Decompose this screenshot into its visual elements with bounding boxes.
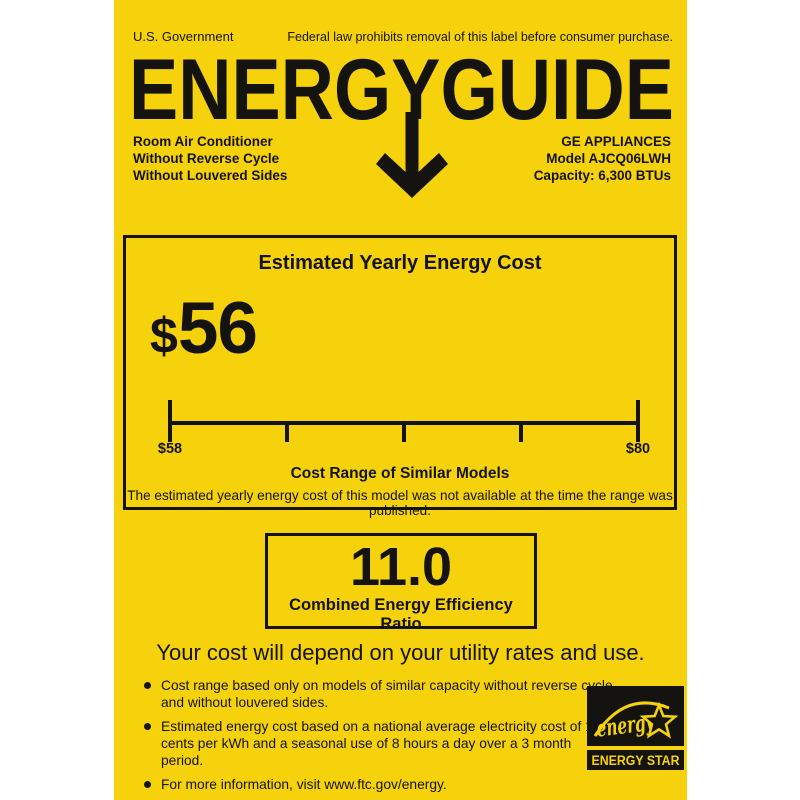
range-caption: Cost Range of Similar Models [290, 465, 510, 482]
energyguide-logo: ENERGYGUIDE [129, 46, 674, 128]
footnote-list: Cost range based only on models of simil… [144, 677, 614, 800]
header-row: U.S. Government Federal law prohibits re… [133, 29, 673, 44]
product-type-block: Room Air Conditioner Without Reverse Cyc… [133, 133, 287, 184]
bullet-icon [144, 682, 151, 689]
cost-range-scale [168, 400, 640, 442]
footnote-text: Estimated energy cost based on a nationa… [161, 719, 601, 768]
footnote-text: Cost range based only on models of simil… [161, 678, 613, 710]
product-info-row: Room Air Conditioner Without Reverse Cyc… [133, 133, 671, 184]
capacity-text: Capacity: 6,300 BTUs [533, 168, 671, 183]
star-icon [639, 701, 679, 739]
estimated-cost-box: Estimated Yearly Energy Cost $56 $58 $80… [123, 235, 677, 518]
federal-law-notice: Federal law prohibits removal of this la… [287, 30, 673, 44]
range-max-label: $80 [625, 441, 651, 457]
bullet-icon [144, 781, 151, 788]
bullet-icon [144, 723, 151, 730]
footnote-text: For more information, visit www.ftc.gov/… [161, 777, 447, 792]
down-arrow-icon [376, 112, 448, 198]
energy-star-label: ENERGY STAR [592, 753, 680, 768]
dollar-sign: $ [150, 308, 178, 364]
ceer-caption: Combined Energy Efficiency Ratio [289, 595, 513, 633]
cost-box-title: Estimated Yearly Energy Cost [258, 252, 542, 274]
footnote-item: Cost range based only on models of simil… [144, 677, 614, 711]
model-number: Model AJCQ06LWH [546, 151, 671, 166]
product-type-line: Room Air Conditioner [133, 134, 273, 149]
product-type-line: Without Reverse Cycle [133, 151, 280, 166]
estimated-yearly-cost: $56 [150, 288, 258, 369]
range-note: The estimated yearly energy cost of this… [127, 488, 673, 518]
range-min-label: $58 [157, 441, 183, 457]
footnote-item: For more information, visit www.ftc.gov/… [144, 776, 614, 793]
energy-guide-label: U.S. Government Federal law prohibits re… [114, 0, 687, 800]
product-maker-block: GE APPLIANCES Model AJCQ06LWH Capacity: … [534, 133, 671, 184]
cost-amount: 56 [177, 288, 258, 369]
energyguide-logo-text: ENERGYGUIDE [129, 46, 674, 128]
utility-rates-note: Your cost will depend on your utility ra… [156, 640, 645, 665]
ceer-value: 11.0 [349, 537, 453, 597]
footnote-item: Estimated energy cost based on a nationa… [144, 718, 614, 769]
product-type-line: Without Louvered Sides [133, 168, 288, 183]
energy-star-logo: energy ENERGY STAR [587, 686, 684, 770]
ceer-box: 11.0 Combined Energy Efficiency Ratio [265, 533, 537, 633]
brand-name: GE APPLIANCES [561, 134, 671, 149]
us-government-text: U.S. Government [133, 29, 234, 44]
